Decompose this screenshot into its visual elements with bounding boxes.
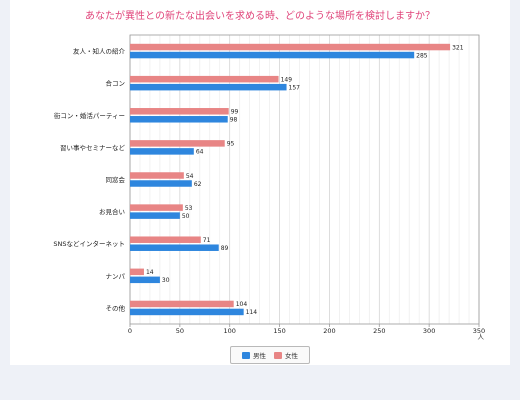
category-label: その他: [106, 303, 126, 312]
data-label-male: 157: [289, 84, 301, 91]
category-label: 合コン: [106, 79, 126, 88]
legend-item-male[interactable]: 男性: [242, 350, 266, 360]
bar-female[interactable]: [130, 236, 201, 243]
x-tick-label: 350: [473, 327, 485, 335]
data-label-male: 62: [194, 181, 202, 188]
x-tick-label: 200: [323, 327, 335, 335]
x-tick-label: 300: [423, 327, 435, 335]
chart-title: あなたが異性との新たな出会いを求める時、どのような場所を検討しますか？: [85, 9, 435, 22]
grid-lines: [129, 34, 480, 325]
bar-female[interactable]: [130, 140, 225, 147]
bar-female[interactable]: [130, 108, 229, 115]
bar-male[interactable]: [130, 51, 415, 59]
legend-label-female: 女性: [285, 352, 298, 360]
bar-female[interactable]: [130, 204, 183, 211]
bar-male[interactable]: [130, 308, 244, 316]
bar-female[interactable]: [130, 300, 234, 308]
data-label-female: 54: [186, 173, 194, 180]
data-label-female: 71: [203, 237, 211, 244]
data-label-male: 114: [246, 309, 258, 316]
bar-chart: あなたが異性との新たな出会いを求める時、どのような場所を検討しますか？ 321 2…: [53, 9, 485, 341]
bar-male[interactable]: [130, 116, 228, 123]
category-label: お見合い: [99, 207, 125, 216]
x-tick-label: 50: [176, 327, 184, 335]
legend-swatch-female: [274, 351, 282, 359]
data-label-male: 285: [416, 52, 428, 59]
x-tick-label: 100: [224, 327, 236, 335]
bar-female[interactable]: [130, 75, 279, 83]
x-tick-label: 0: [128, 327, 132, 335]
data-label-female: 53: [185, 205, 193, 212]
bar-male[interactable]: [130, 148, 194, 155]
bar-male[interactable]: [130, 212, 180, 219]
bar-female[interactable]: [130, 268, 144, 276]
legend[interactable]: 男性 女性: [230, 346, 310, 364]
bar-male[interactable]: [130, 276, 160, 284]
legend-label-male: 男性: [253, 352, 266, 360]
data-label-female: 14: [146, 269, 154, 276]
x-tick-label: 150: [273, 327, 285, 335]
data-label-female: 321: [452, 44, 464, 51]
legend-item-female[interactable]: 女性: [274, 350, 298, 360]
bar-female[interactable]: [130, 43, 451, 51]
data-label-female: 95: [227, 141, 235, 148]
x-axis-unit: 人: [478, 333, 485, 341]
data-label-male: 50: [182, 213, 190, 220]
bar-male[interactable]: [130, 83, 287, 91]
category-label: 友人・知人の紹介: [73, 47, 126, 56]
x-tick-label: 250: [373, 327, 385, 335]
category-label: 習い事やセミナーなど: [60, 143, 126, 152]
bar-male[interactable]: [130, 180, 192, 187]
data-label-male: 98: [230, 117, 238, 124]
bar-female[interactable]: [130, 172, 184, 179]
data-label-female: 99: [231, 109, 239, 116]
bar-male[interactable]: [130, 244, 219, 251]
data-label-female: 104: [236, 301, 248, 308]
category-label: 同窓会: [106, 175, 126, 184]
legend-swatch-male: [242, 351, 250, 359]
data-label-female: 149: [281, 76, 293, 83]
chart-card: あなたが異性との新たな出会いを求める時、どのような場所を検討しますか？ 321 2…: [10, 0, 510, 365]
x-tick-labels: 0 50 100 150 200 250 300 350: [128, 324, 485, 335]
category-label: 街コン・婚活パーティー: [54, 111, 125, 120]
category-label: ナンパ: [106, 272, 126, 280]
data-label-male: 64: [196, 149, 204, 156]
plot-frame: [129, 34, 480, 325]
data-label-male: 30: [162, 277, 170, 284]
data-label-male: 89: [221, 245, 229, 252]
category-label: SNSなどインターネット: [53, 239, 125, 248]
